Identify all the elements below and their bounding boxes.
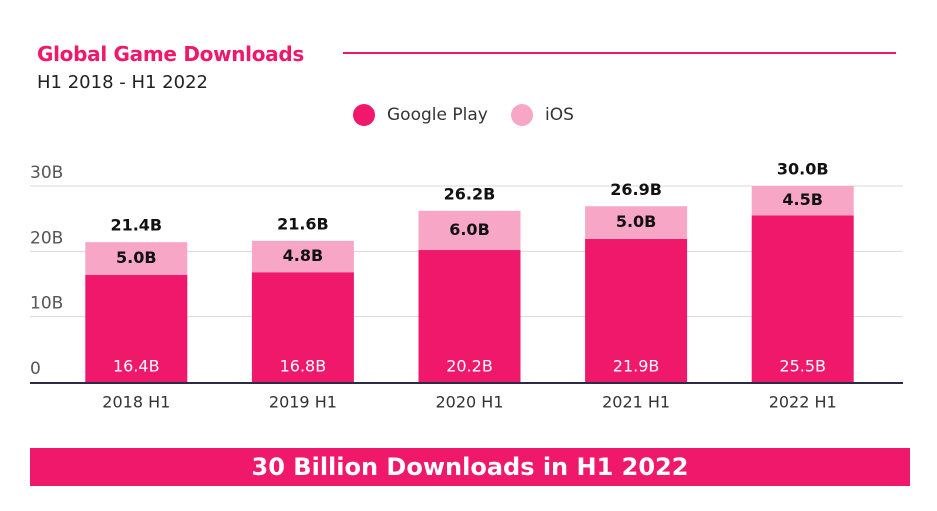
chart-subtitle: H1 2018 - H1 2022 (37, 72, 208, 93)
x-tick-label-4: 2022 H1 (769, 393, 837, 412)
stacked-bar-chart: 0 10B 20B 30B 16.4B 5.0B 21.4B 2018 H1 16.8B 4.8B… (30, 160, 903, 412)
bar-google-play-4 (751, 215, 854, 382)
y-tick-label-30B: 30B (30, 163, 63, 183)
title-rule (343, 52, 896, 54)
chart-title: Global Game Downloads (37, 42, 304, 66)
data-label-google-play-2: 20.2B (446, 357, 493, 376)
data-label-total-0: 21.4B (110, 216, 162, 235)
data-label-google-play-4: 25.5B (779, 357, 826, 376)
legend-label-ios: iOS (545, 105, 574, 125)
data-label-ios-3: 5.0B (616, 212, 657, 231)
bar-ios-2 (418, 210, 521, 251)
legend-item-google-play: Google Play (353, 104, 488, 126)
data-label-total-2: 26.2B (444, 184, 496, 203)
bar-google-play-0 (85, 274, 188, 382)
data-label-google-play-1: 16.8B (280, 357, 327, 376)
x-tick-label-0: 2018 H1 (102, 393, 170, 412)
bar-google-play-1 (251, 272, 354, 382)
data-label-ios-4: 4.5B (782, 190, 823, 209)
legend-swatch-google-play (353, 104, 375, 126)
x-tick-label-1: 2019 H1 (269, 393, 337, 412)
y-tick-label-0: 0 (30, 359, 41, 379)
data-label-total-3: 26.9B (610, 180, 662, 199)
summary-banner: 30 Billion Downloads in H1 2022 (30, 448, 910, 486)
bar-ios-3 (585, 206, 688, 239)
x-tick-label-2: 2020 H1 (435, 393, 503, 412)
x-tick-label-3: 2021 H1 (602, 393, 670, 412)
legend-label-google-play: Google Play (387, 105, 488, 125)
legend: Google Play iOS (0, 104, 937, 128)
legend-item-ios: iOS (511, 104, 574, 126)
legend-swatch-ios (511, 104, 533, 126)
data-label-ios-2: 6.0B (449, 220, 490, 239)
bar-ios-0 (85, 242, 188, 275)
data-label-ios-0: 5.0B (116, 248, 157, 267)
bar-ios-4 (751, 186, 854, 216)
data-label-total-4: 30.0B (777, 160, 829, 179)
data-label-total-1: 21.6B (277, 214, 329, 233)
y-tick-label-20B: 20B (30, 228, 63, 248)
data-label-google-play-0: 16.4B (113, 357, 160, 376)
data-label-ios-1: 4.8B (283, 246, 324, 265)
data-label-google-play-3: 21.9B (613, 357, 660, 376)
bar-ios-1 (251, 240, 354, 273)
bar-google-play-2 (418, 250, 521, 382)
bar-google-play-3 (585, 238, 688, 382)
y-tick-label-10B: 10B (30, 294, 63, 314)
